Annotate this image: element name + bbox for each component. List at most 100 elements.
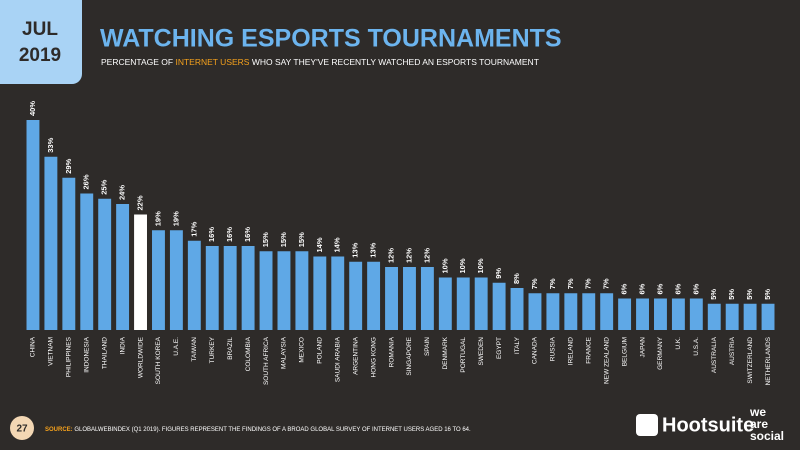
year: 2019 <box>19 45 61 66</box>
category-label: MEXICO <box>299 337 306 363</box>
category-label: INDONESIA <box>83 336 90 372</box>
bar <box>707 303 721 330</box>
value-label: 14% <box>315 237 324 252</box>
value-label: 13% <box>369 242 378 257</box>
category-label: SOUTH KOREA <box>155 336 162 384</box>
bar <box>438 277 452 330</box>
value-label: 33% <box>46 137 55 152</box>
value-label: 9% <box>494 268 503 279</box>
category-label: SWEDEN <box>478 337 485 366</box>
value-label: 19% <box>171 211 180 226</box>
bar <box>331 256 345 330</box>
value-label: 7% <box>566 278 575 289</box>
value-label: 15% <box>261 232 270 247</box>
chart: 40% CHINA 33% VIETNAM 29% PHILIPPINES 26% INDON… <box>26 101 775 385</box>
value-label: 14% <box>333 237 342 252</box>
bar <box>474 277 488 330</box>
source: SOURCE: GLOBALWEBINDEX (Q1 2019). FIGURE… <box>45 427 471 433</box>
category-label: ROMANIA <box>388 336 395 367</box>
category-label: GERMANY <box>657 336 664 370</box>
value-label: 12% <box>404 248 413 263</box>
partner-word: social <box>750 429 784 443</box>
category-label: SPAIN <box>424 337 431 356</box>
bar <box>152 230 165 330</box>
bar <box>600 293 614 330</box>
page-badge <box>10 416 34 440</box>
subtitle-highlight: INTERNET USERS <box>175 57 249 67</box>
bar <box>169 230 183 330</box>
value-label: 6% <box>620 283 629 294</box>
value-label: 26% <box>82 174 91 189</box>
category-label: INDIA <box>119 336 126 354</box>
brand-icon <box>636 414 658 436</box>
value-label: 7% <box>530 278 539 289</box>
value-label: 16% <box>243 227 252 242</box>
value-label: 5% <box>763 289 772 300</box>
category-label: SAUDI ARABIA <box>334 336 341 382</box>
bar <box>259 251 273 330</box>
value-label: 12% <box>422 248 431 263</box>
category-label: EGYPT <box>496 337 503 359</box>
category-label: VIETNAM <box>48 337 55 366</box>
value-label: 40% <box>28 101 37 116</box>
category-label: FRANCE <box>585 336 592 363</box>
category-label: COLOMBIA <box>245 336 252 371</box>
bar <box>654 298 667 330</box>
value-label: 6% <box>673 283 682 294</box>
value-label: 10% <box>440 258 449 273</box>
source-text: GLOBALWEBINDEX (Q1 2019). FIGURES REPRES… <box>73 427 471 433</box>
value-label: 10% <box>476 258 485 273</box>
bar <box>546 293 560 330</box>
bar <box>528 293 542 330</box>
category-label: WORLDWIDE <box>137 336 144 378</box>
value-label: 10% <box>458 258 467 273</box>
bar <box>349 261 363 330</box>
value-label: 25% <box>100 179 109 194</box>
value-label: 6% <box>691 283 700 294</box>
bar <box>44 156 58 330</box>
bar <box>295 251 309 330</box>
value-label: 5% <box>745 289 754 300</box>
category-label: AUSTRALIA <box>711 336 718 373</box>
category-label: SOUTH AFRICA <box>263 336 270 385</box>
value-label: 7% <box>584 278 593 289</box>
value-label: 12% <box>387 248 396 263</box>
value-label: 15% <box>297 232 306 247</box>
value-label: 22% <box>136 195 145 210</box>
brand: Hootsuite <box>662 414 754 436</box>
value-label: 24% <box>118 185 127 200</box>
value-label: 5% <box>709 289 718 300</box>
value-label: 5% <box>727 289 736 300</box>
category-label: NEW ZEALAND <box>603 337 610 384</box>
bar <box>134 214 147 330</box>
bar <box>492 282 506 330</box>
category-label: ARGENTINA <box>352 336 359 375</box>
subtitle-part: PERCENTAGE OF <box>101 57 175 67</box>
bar <box>403 267 416 330</box>
value-label: 16% <box>207 227 216 242</box>
value-label: 16% <box>225 227 234 242</box>
value-label: 6% <box>655 283 664 294</box>
value-label: 7% <box>548 278 557 289</box>
source-label: SOURCE: <box>45 427 73 433</box>
bar <box>420 267 434 330</box>
bar <box>116 204 130 330</box>
category-label: ITALY <box>514 336 521 354</box>
value-label: 8% <box>512 273 521 284</box>
bar <box>618 298 632 330</box>
bar <box>510 288 524 330</box>
category-label: U.S.A. <box>693 337 700 356</box>
bar <box>205 246 219 330</box>
category-label: BELGIUM <box>621 337 628 366</box>
category-label: BRAZIL <box>227 337 234 360</box>
page-number: 27 <box>16 424 28 435</box>
category-label: SWITZERLAND <box>747 337 754 384</box>
value-label: 19% <box>153 211 162 226</box>
category-label: CANADA <box>532 336 539 364</box>
bar <box>671 298 685 330</box>
category-label: IRELAND <box>568 337 575 365</box>
category-label: RUSSIA <box>550 336 557 361</box>
category-label: HONG KONG <box>370 337 377 377</box>
bar <box>743 303 757 330</box>
